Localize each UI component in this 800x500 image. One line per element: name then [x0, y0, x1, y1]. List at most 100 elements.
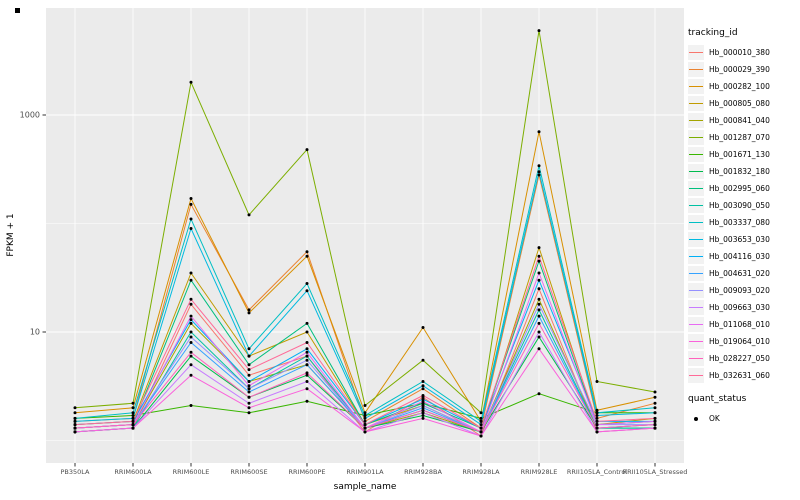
legend-item-label: Hb_000805_080 — [709, 99, 770, 108]
data-point — [189, 302, 193, 306]
data-point — [247, 368, 251, 372]
data-point — [421, 380, 425, 383]
legend-item-label: Hb_003090_050 — [709, 201, 770, 210]
data-point — [73, 416, 77, 420]
data-point — [595, 416, 599, 420]
data-point — [305, 363, 309, 367]
data-point — [421, 411, 425, 415]
data-point — [247, 373, 251, 377]
data-point — [131, 414, 135, 417]
data-point — [305, 250, 309, 254]
x-tick-label: RRII105LA_Control — [567, 468, 627, 476]
data-point — [305, 371, 309, 375]
data-point — [363, 426, 367, 430]
data-point — [189, 373, 193, 377]
data-point — [189, 227, 193, 230]
legend-key-line — [688, 113, 704, 128]
data-point — [131, 423, 135, 427]
data-point — [305, 321, 309, 325]
data-point — [131, 411, 135, 415]
data-point — [421, 358, 425, 362]
data-point — [247, 395, 251, 399]
data-point — [537, 330, 541, 334]
data-point — [247, 406, 251, 410]
legend-item: Hb_009093_020 — [688, 282, 798, 299]
data-point — [537, 246, 541, 250]
legend-key-line — [688, 334, 704, 349]
legend-item: Hb_000010_380 — [688, 44, 798, 61]
x-tick-label: RRIM600SE — [230, 468, 267, 476]
legend-item-label: Hb_001287_070 — [709, 133, 770, 142]
data-point — [189, 297, 193, 301]
legend-key-line — [688, 283, 704, 298]
legend-item-label: Hb_000029_390 — [709, 65, 770, 74]
legend-item-label: Hb_032631_060 — [709, 371, 770, 380]
data-point — [421, 406, 425, 410]
legend-item-label: Hb_009663_030 — [709, 303, 770, 312]
data-point — [305, 341, 309, 344]
legend-item-label: Hb_009093_020 — [709, 286, 770, 295]
data-point — [305, 282, 309, 285]
data-point — [73, 426, 77, 430]
data-point — [305, 399, 309, 403]
legend-item-label: Hb_000282_100 — [709, 82, 770, 91]
data-point — [131, 401, 135, 405]
data-point — [537, 130, 541, 134]
x-tick-label: RRIM600LA — [114, 468, 152, 476]
data-point — [537, 164, 541, 168]
legend-item: Hb_004631_020 — [688, 265, 798, 282]
legend-items-tracking-id: Hb_000010_380 Hb_000029_390 Hb_000282_100 H… — [688, 44, 798, 384]
legend-key-line — [688, 232, 704, 247]
data-point — [421, 399, 425, 403]
legend: tracking_id Hb_000010_380 Hb_000029_390 Hb… — [688, 28, 798, 427]
data-point — [363, 430, 367, 434]
legend-key-line — [688, 249, 704, 264]
legend-key-line — [688, 215, 704, 230]
legend-item: Hb_003653_030 — [688, 231, 798, 248]
data-point — [595, 408, 599, 412]
data-point — [479, 419, 483, 423]
data-point — [653, 401, 657, 405]
legend-item: Hb_000841_040 — [688, 112, 798, 129]
data-point — [479, 426, 483, 430]
legend-item: Hb_028227_050 — [688, 350, 798, 367]
legend-item-label: Hb_001832_180 — [709, 167, 770, 176]
data-point — [479, 430, 483, 434]
data-point — [595, 430, 599, 434]
data-point — [479, 416, 483, 420]
legend-item: Hb_001287_070 — [688, 129, 798, 146]
legend-item-label: Hb_003653_030 — [709, 235, 770, 244]
x-tick-label: RRIM901LA — [346, 468, 384, 476]
data-point — [189, 330, 193, 334]
data-point — [421, 387, 425, 391]
data-point — [421, 397, 425, 401]
data-point — [479, 411, 483, 415]
legend-item: Hb_032631_060 — [688, 367, 798, 384]
data-point — [247, 401, 251, 405]
data-point — [537, 321, 541, 325]
data-point — [421, 416, 425, 420]
data-point — [653, 411, 657, 415]
legend-key-line — [688, 45, 704, 60]
data-point — [189, 318, 193, 322]
data-point — [537, 302, 541, 306]
data-point — [73, 419, 77, 423]
legend-key-line — [688, 147, 704, 162]
legend-key-line — [688, 96, 704, 111]
data-point — [363, 423, 367, 427]
data-point — [653, 395, 657, 399]
x-axis-title: sample_name — [334, 482, 397, 492]
data-point — [363, 404, 367, 407]
legend-key-line — [688, 130, 704, 145]
legend-item-label: Hb_001671_130 — [709, 150, 770, 159]
data-point — [305, 387, 309, 391]
legend-item-label: Hb_004116_030 — [709, 252, 770, 261]
data-point — [131, 419, 135, 423]
legend-key-line — [688, 300, 704, 315]
data-point — [537, 347, 541, 351]
data-point — [189, 278, 193, 282]
legend-item-label: Hb_004631_020 — [709, 269, 770, 278]
data-point — [653, 423, 657, 427]
data-point — [247, 390, 251, 394]
